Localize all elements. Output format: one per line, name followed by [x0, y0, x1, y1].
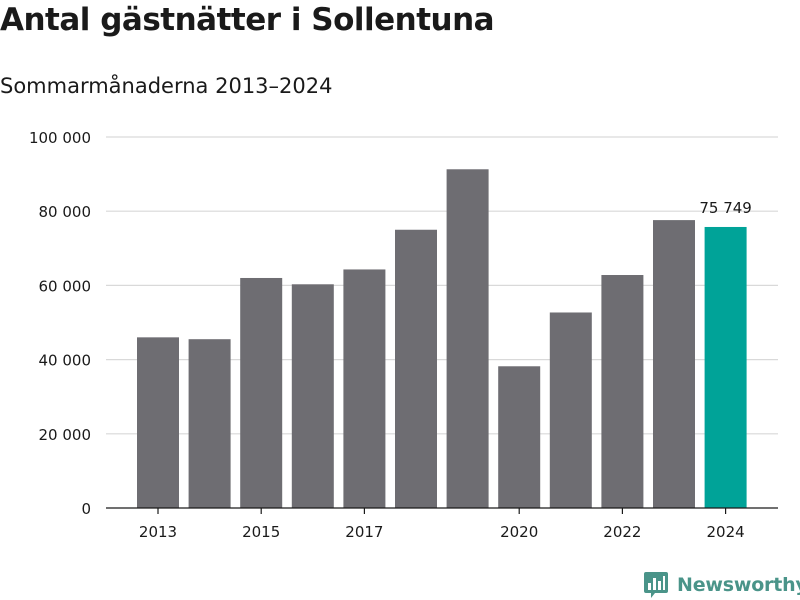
bar-2024	[704, 226, 747, 509]
bar-2020	[498, 366, 541, 508]
bar-2019	[446, 169, 489, 509]
x-tick-label: 2022	[603, 523, 641, 541]
chart-subtitle: Sommarmånaderna 2013–2024	[0, 74, 333, 98]
y-tick-label: 80 000	[39, 203, 92, 221]
y-tick-label: 40 000	[39, 352, 92, 370]
bar-chart-pin-icon	[644, 572, 668, 598]
y-tick-label: 0	[81, 500, 91, 518]
bar-2018	[395, 229, 437, 508]
bar-2023	[653, 220, 695, 508]
bar-2022	[601, 275, 644, 508]
x-tick-label: 2017	[345, 523, 383, 541]
bar-2016	[291, 284, 334, 508]
x-tick-label: 2020	[500, 523, 538, 541]
x-tick-label: 2024	[707, 523, 745, 541]
brand-name: Newsworthy	[677, 574, 800, 596]
bar-value-label: 75 749	[699, 199, 752, 217]
newsworthy-logo: Newsworthy	[644, 570, 800, 600]
chart-title: Antal gästnätter i Sollentuna	[0, 2, 495, 38]
x-tick-label: 2015	[242, 523, 280, 541]
y-tick-label: 20 000	[39, 426, 92, 444]
bar-2015	[240, 277, 283, 508]
bar-2013	[137, 337, 179, 508]
bar-2014	[188, 339, 231, 508]
y-tick-label: 100 000	[29, 129, 91, 147]
bar-2021	[549, 312, 592, 508]
bar-2017	[343, 269, 386, 508]
x-tick-label: 2013	[139, 523, 177, 541]
y-tick-label: 60 000	[39, 277, 92, 295]
